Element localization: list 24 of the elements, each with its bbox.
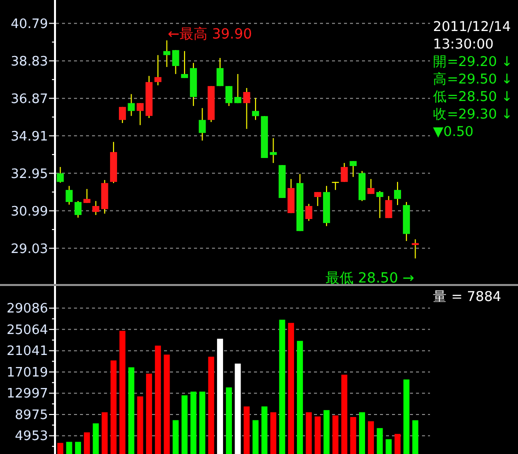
text: 高=29.50 ↓	[433, 72, 513, 88]
annotation: ←最高 39.90	[168, 26, 252, 42]
text: 收=29.30 ↓	[433, 106, 513, 122]
y-tick-label: 29.03	[10, 242, 48, 257]
text: 量 = 7884	[433, 289, 502, 305]
y-tick-label: 29086	[6, 302, 48, 317]
y-tick-label: 36.87	[10, 92, 48, 107]
y-tick-label: 8975	[14, 408, 48, 423]
annotation: 最低 28.50 →	[326, 270, 415, 286]
y-tick-label: 34.91	[10, 129, 48, 144]
y-tick-label: 25064	[6, 322, 48, 338]
text: 13:30:00	[433, 36, 494, 52]
y-tick-label: 30.99	[10, 204, 48, 220]
y-tick-label: 21041	[6, 344, 48, 360]
text: 2011/12/14	[433, 19, 511, 35]
y-tick-label: 40.79	[10, 16, 48, 32]
text: 開=29.20 ↓	[433, 54, 513, 70]
y-tick-label: 4953	[14, 429, 48, 444]
y-tick-label: 38.83	[10, 54, 48, 70]
text: 低=28.50 ↓	[433, 89, 513, 105]
y-tick-label: 17019	[6, 365, 48, 380]
y-tick-label: 12997	[6, 386, 48, 402]
y-tick-label: 32.95	[10, 166, 48, 182]
text: ▼0.50	[433, 124, 474, 140]
